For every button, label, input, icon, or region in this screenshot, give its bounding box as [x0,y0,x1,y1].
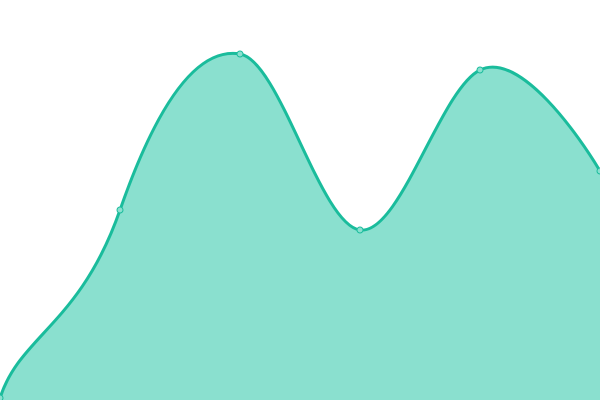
data-point-3 [356,226,364,234]
data-point-5 [596,167,600,175]
data-point-0 [0,394,4,400]
data-point-2 [236,50,244,58]
data-point-4 [476,66,484,74]
data-point-1 [116,206,124,214]
area-fill [0,53,600,400]
data-points [0,50,600,400]
series-line [0,51,600,399]
